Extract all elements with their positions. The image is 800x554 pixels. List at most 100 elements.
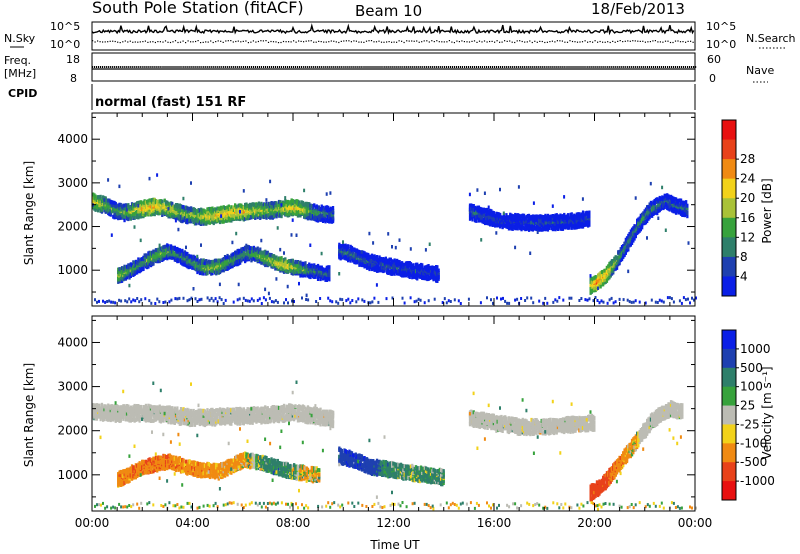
heatmap-cell [265,206,268,211]
heatmap-cell [324,205,327,210]
heatmap-cell [176,203,179,207]
nave-dot [457,66,459,68]
heatmap-cell [304,201,307,206]
heatmap-cell [252,202,256,207]
heatmap-cell [264,202,267,207]
heatmap-cell [148,202,151,207]
heatmap-cell [171,211,174,216]
heatmap-cell [257,204,261,209]
nave-dot [248,66,250,68]
nave-dot [327,66,329,68]
nsearch-dot [182,40,184,42]
nave-dot [283,66,285,68]
heatmap-cell [217,269,220,274]
nave-dot [484,66,486,68]
heatmap-cell [310,263,313,268]
heatmap-cell [545,226,548,231]
heatmap-cell [260,250,263,255]
heatmap-cell [303,209,306,214]
heatmap-cell [218,206,222,211]
freq-tick-bottom: 8 [70,72,77,85]
freq-strip [91,52,697,82]
heatmap-cell [539,222,542,227]
heatmap-speckle [114,204,117,209]
heatmap-cell [531,214,534,219]
heatmap-cell [158,199,161,204]
power-heatmap [92,173,697,305]
heatmap-cell [280,256,283,261]
nave-dot [568,66,570,68]
nsearch-dot [202,41,204,43]
heatmap-cell [306,216,310,221]
heatmap-cell [136,213,139,218]
heatmap-cell [521,220,524,225]
heatmap-cell [339,253,342,258]
heatmap-cell [423,274,426,279]
heatmap-cell [497,212,501,217]
nave-dot [252,66,254,68]
heatmap-cell [306,211,310,216]
heatmap-cell [156,204,159,209]
heatmap-cell [316,213,320,218]
heatmap-cell [259,254,262,259]
freq-unit-label: [MHz] [4,67,36,80]
nave-dot [104,66,106,68]
nsearch-dot [569,40,571,42]
heatmap-cell [406,264,409,269]
nave-dot [630,66,632,68]
heatmap-cell [239,258,242,263]
heatmap-cell [244,253,247,257]
heatmap-cell [211,206,214,211]
nave-dot [152,66,154,68]
heatmap-cell [285,259,288,264]
heatmap-cell [590,279,593,284]
heatmap-cell [574,225,577,230]
heatmap-cell [230,212,233,217]
heatmap-cell [343,255,346,260]
heatmap-cell [281,200,284,205]
heatmap-cell [470,212,473,217]
heatmap-cell [232,263,235,267]
heatmap-cell [517,213,521,218]
heatmap-cell [388,262,391,267]
nave-dot [234,66,236,68]
heatmap-cell [314,265,317,269]
heatmap-cell [120,266,124,271]
heatmap-cell [267,213,271,218]
heatmap-cell [277,210,281,215]
nave-dot [572,66,574,68]
heatmap-cell [373,254,376,259]
heatmap-cell [482,213,485,218]
heatmap-cell [260,212,263,217]
heatmap-speckle [536,230,539,234]
nave-dot [642,66,644,68]
nsearch-dot [451,41,453,43]
nsearch-dot [207,41,209,43]
heatmap-cell [359,257,362,262]
heatmap-cell [556,214,560,219]
heatmap-cell [397,259,400,264]
nave-dot [391,66,393,68]
nsearch-dot [677,40,679,42]
heatmap-cell [340,244,343,249]
nsearch-dot [597,41,599,43]
heatmap-cell [147,251,150,256]
heatmap-cell [539,219,542,223]
heatmap-cell [285,200,288,205]
nsearch-dot [674,40,677,42]
heatmap-cell [104,200,107,205]
heatmap-cell [603,280,606,285]
heatmap-cell [118,277,121,282]
heatmap-cell [103,196,106,201]
heatmap-cell [113,200,116,205]
nave-dot [646,66,648,68]
heatmap-cell [93,200,96,205]
nsearch-dot [220,40,222,42]
heatmap-cell [544,220,547,225]
nave-dot [280,66,283,68]
heatmap-cell [151,198,154,203]
heatmap-cell [350,254,354,259]
heatmap-cell [249,213,252,218]
heatmap-cell [176,252,179,257]
heatmap-cell [316,270,320,275]
